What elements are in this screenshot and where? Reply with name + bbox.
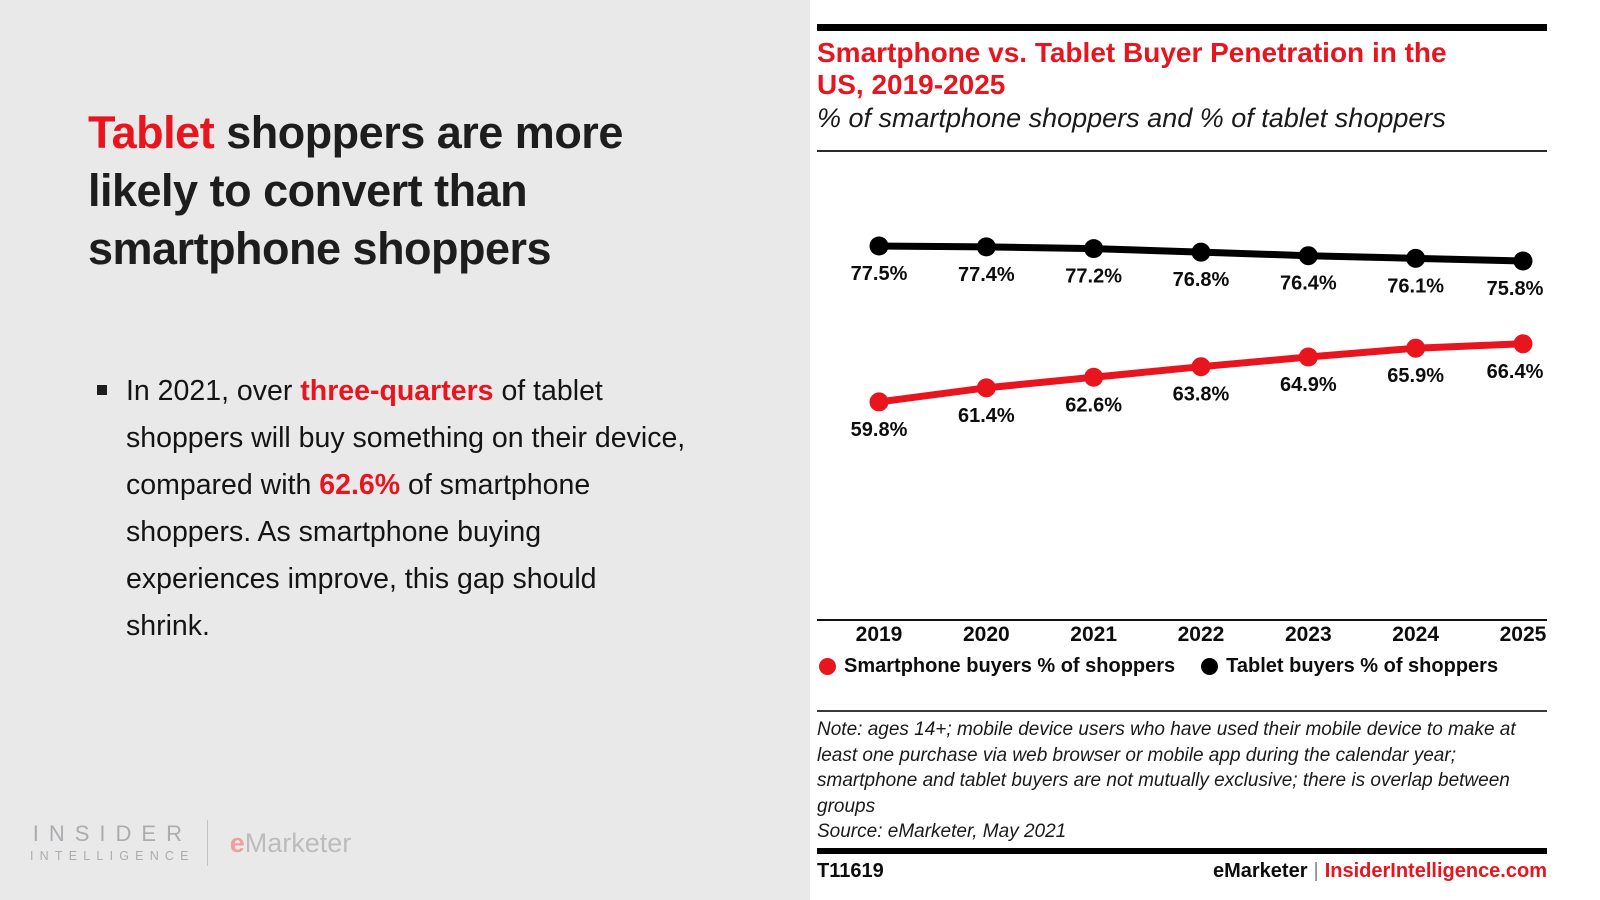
x-axis-tick-label: 2020	[963, 623, 1010, 646]
data-point	[869, 392, 889, 412]
chart-source: Source: eMarketer, May 2021	[817, 821, 1067, 842]
data-label: 59.8%	[851, 419, 908, 441]
data-label: 77.4%	[958, 264, 1015, 286]
data-point	[1298, 246, 1318, 266]
emarketer-logo: eMarketer	[230, 828, 352, 859]
data-label: 76.1%	[1387, 275, 1444, 297]
data-point	[1084, 239, 1104, 259]
data-label: 77.5%	[851, 263, 908, 285]
footer: T11619 eMarketer | InsiderIntelligence.com	[817, 860, 1547, 883]
title-rule	[817, 150, 1547, 152]
bullet-square-icon	[97, 385, 107, 395]
chart-subtitle: % of smartphone shoppers and % of tablet…	[817, 103, 1446, 133]
chart-note: Note: ages 14+; mobile device users who …	[817, 719, 1516, 817]
data-label: 76.8%	[1173, 269, 1230, 291]
x-axis-tick-label: 2025	[1500, 623, 1547, 646]
data-point	[1406, 248, 1426, 268]
data-point	[976, 378, 996, 398]
insider-logo-line1: INSIDER	[32, 821, 192, 846]
page-title: Tablet shoppers are more likely to conve…	[88, 104, 663, 278]
footer-rule	[817, 848, 1547, 854]
logo-divider	[206, 820, 208, 866]
legend-label: Smartphone buyers % of shoppers	[844, 655, 1176, 677]
bullet-text: In 2021, over three-quarters of tablet s…	[126, 368, 686, 650]
chart-panel: Smartphone vs. Tablet Buyer Penetration …	[817, 0, 1547, 900]
insider-logo-line2: INTELLIGENCE	[30, 849, 195, 863]
legend-label: Tablet buyers % of shoppers	[1226, 655, 1499, 677]
data-label: 64.9%	[1280, 374, 1337, 396]
data-point	[1406, 338, 1426, 358]
data-label: 63.8%	[1173, 384, 1230, 406]
data-label: 62.6%	[1065, 394, 1122, 416]
left-panel: Tablet shoppers are more likely to conve…	[0, 0, 810, 900]
legend-dot-icon	[1201, 658, 1219, 675]
x-axis-tick-label: 2022	[1178, 623, 1225, 646]
text-segment: three-quarters	[300, 375, 494, 407]
data-label: 75.8%	[1487, 278, 1544, 300]
data-label: 61.4%	[958, 405, 1015, 427]
line-chart: 59.8% 61.4% 62.6% 63.8% 64.9% 65.9% 66.4% 77.5%…	[817, 236, 1547, 646]
emarketer-logo-text: Marketer	[244, 827, 352, 858]
data-point	[1084, 367, 1104, 387]
data-point	[1191, 242, 1211, 262]
text-segment: shoppers are more likely to convert than…	[88, 107, 623, 275]
data-label: 65.9%	[1387, 365, 1444, 387]
legend-dot-icon	[819, 658, 836, 675]
legend-item: Tablet buyers % of shoppers	[1201, 655, 1498, 678]
data-point	[976, 237, 996, 257]
x-axis-tick-label: 2021	[1070, 623, 1117, 646]
note-rule	[817, 710, 1547, 712]
text-segment: Tablet	[88, 107, 215, 159]
bullet-item: In 2021, over three-quarters of tablet s…	[97, 368, 697, 650]
top-rule	[817, 24, 1547, 31]
text-segment: In 2021, over	[126, 375, 301, 407]
footer-separator: |	[1313, 860, 1319, 882]
data-point	[1191, 357, 1211, 377]
text-segment: of tablet shoppers will buy something on…	[126, 375, 686, 501]
data-label: 76.4%	[1280, 273, 1337, 295]
footer-brand-links: eMarketer | InsiderIntelligence.com	[1213, 860, 1547, 883]
text-segment: of smartphone shoppers. As smartphone bu…	[126, 469, 597, 642]
chart-title: Smartphone vs. Tablet Buyer Penetration …	[817, 37, 1447, 100]
insider-intelligence-logo: INSIDER INTELLIGENCE	[30, 821, 195, 865]
x-axis-tick-label: 2024	[1392, 623, 1439, 646]
legend-item: Smartphone buyers % of shoppers	[819, 655, 1175, 678]
chart-id: T11619	[817, 860, 884, 882]
note-block: Note: ages 14+; mobile device users who …	[817, 717, 1547, 845]
footer-site-url: InsiderIntelligence.com	[1324, 860, 1547, 882]
x-axis-tick-label: 2019	[856, 623, 903, 646]
data-point	[1513, 334, 1533, 354]
emarketer-logo-e: e	[229, 827, 245, 858]
data-point	[1298, 347, 1318, 367]
brand-logos: INSIDER INTELLIGENCE eMarketer	[30, 820, 351, 866]
data-label: 77.2%	[1065, 266, 1122, 288]
data-point	[869, 236, 889, 256]
chart-legend: Smartphone buyers % of shoppers Tablet bu…	[819, 655, 1498, 678]
data-point	[1513, 251, 1533, 271]
footer-emarketer: eMarketer	[1212, 860, 1308, 882]
x-axis-tick-label: 2023	[1285, 623, 1332, 646]
text-segment: 62.6%	[319, 469, 401, 501]
data-label: 66.4%	[1487, 361, 1544, 383]
